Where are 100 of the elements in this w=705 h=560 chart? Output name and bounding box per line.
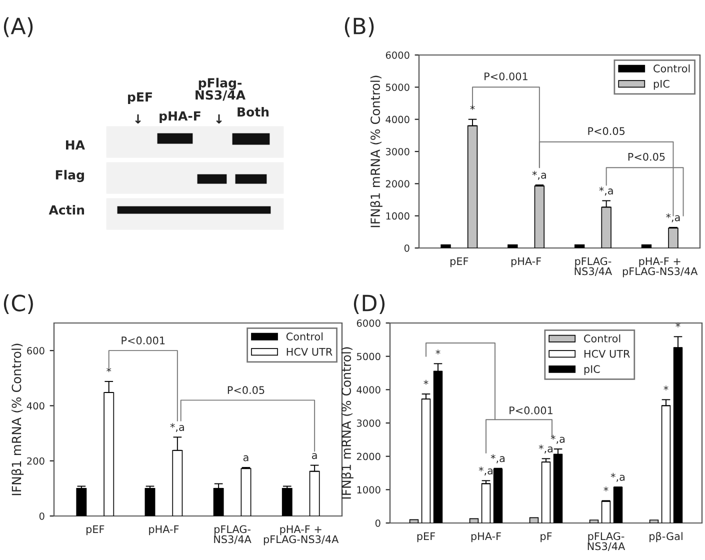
- annotation: a: [243, 455, 248, 462]
- annotation: *: [106, 367, 112, 372]
- annotation: P<0.05: [588, 127, 625, 136]
- annotation: *,a: [170, 423, 184, 432]
- text: ↓: [135, 114, 141, 124]
- y-tick-label: 5000: [386, 84, 410, 91]
- bar: [553, 454, 563, 523]
- bar: [534, 186, 545, 248]
- bar: [508, 244, 518, 248]
- bar: [601, 500, 611, 523]
- text: HA: [66, 140, 85, 150]
- annotation: *: [664, 386, 668, 390]
- x-tick-label: pEF: [450, 257, 468, 268]
- bar: [529, 517, 539, 523]
- annotation: *,a: [666, 213, 680, 222]
- text: Actin: [48, 204, 84, 215]
- text: pFlag- NS3/4A: [196, 78, 246, 101]
- chart-title: (C): [4, 294, 33, 314]
- y-tick-label: 2000: [386, 180, 410, 188]
- legend-label: HCV UTR: [286, 348, 332, 356]
- bar: [213, 488, 224, 516]
- y-tick-label: 200: [27, 457, 44, 465]
- annotation: P<0.001: [510, 406, 552, 414]
- x-tick-label: pHA-F: [511, 257, 541, 268]
- y-tick-label: 600: [27, 347, 44, 354]
- bar: [613, 486, 623, 523]
- y-tick-label: 0: [375, 519, 380, 527]
- text: Flag: [56, 170, 84, 182]
- legend-label: Control: [286, 332, 323, 340]
- y-axis-title: IFNβ1 mRNA (% Control): [341, 347, 354, 499]
- bar: [421, 398, 431, 523]
- annotation: P<0.001: [122, 336, 165, 344]
- bar: [469, 518, 479, 523]
- text: pEF: [128, 92, 152, 104]
- annotation: P<0.05: [228, 386, 264, 394]
- x-tick-label: pHA-F + pFLAG-NS3/4A: [264, 525, 339, 546]
- annotation: *,a: [478, 466, 493, 476]
- legend-label: pIC: [584, 365, 600, 376]
- bar: [240, 468, 252, 516]
- y-tick-label: 4000: [356, 386, 380, 394]
- text: pHA-F: [160, 111, 200, 124]
- annotation: *,a: [599, 186, 613, 196]
- annotation: *: [676, 322, 680, 328]
- x-tick-label: pFLAG- NS3/4A: [574, 257, 612, 276]
- x-tick-label: pEF: [86, 525, 104, 536]
- bar: [574, 244, 585, 248]
- bar: [76, 488, 87, 516]
- annotation: *: [436, 350, 440, 354]
- annotation: *,a: [610, 472, 625, 482]
- y-tick-label: 1000: [357, 486, 380, 494]
- y-axis-title: IFNβ1 mRNA (% Control): [370, 76, 382, 228]
- bar: [282, 488, 292, 516]
- annotation: *,a: [538, 444, 553, 454]
- legend-label: pIC: [654, 80, 670, 90]
- annotation: *: [604, 486, 608, 492]
- y-tick-label: 3000: [386, 148, 410, 156]
- annotation: P<0.001: [484, 72, 528, 80]
- chart-title: (D): [354, 294, 385, 314]
- legend-label: HCV UTR: [584, 350, 630, 358]
- bar: [649, 520, 659, 523]
- y-tick-label: 4000: [386, 116, 410, 124]
- text: Both: [238, 106, 269, 117]
- x-tick-label: pHA-F: [149, 525, 179, 536]
- x-tick-label: pFLAG- NS3/4A: [214, 525, 252, 544]
- x-tick-label: pHA-F: [471, 532, 501, 542]
- x-tick-label: pF: [540, 532, 552, 542]
- x-tick-label: pβ-Gal: [650, 532, 682, 542]
- annotation: *: [424, 380, 428, 385]
- annotation: *,a: [550, 434, 565, 444]
- bar: [589, 520, 599, 523]
- y-tick-label: 5000: [356, 352, 380, 360]
- x-tick-label: pFLAG- NS3/4A: [588, 532, 626, 551]
- y-tick-label: 2000: [356, 452, 380, 460]
- bar: [641, 244, 652, 248]
- bar: [409, 519, 419, 523]
- bar: [668, 228, 678, 248]
- chart-title: (B): [344, 17, 374, 38]
- annotation: *,a: [532, 170, 546, 180]
- text: ↓: [216, 114, 222, 124]
- annotation: *,a: [490, 454, 505, 464]
- x-tick-label: pHA-F + pFLAG-NS3/4A: [622, 257, 698, 278]
- x-tick-label: pEF: [417, 532, 435, 542]
- y-tick-label: 0: [39, 512, 44, 520]
- bar: [440, 244, 451, 248]
- legend-label: Control: [584, 334, 620, 342]
- legend-label: Control: [654, 64, 690, 72]
- bar: [541, 462, 551, 523]
- bar: [144, 488, 156, 516]
- y-tick-label: 400: [26, 402, 44, 410]
- bar: [493, 468, 503, 523]
- annotation: *: [470, 105, 475, 110]
- text: (A): [4, 17, 33, 38]
- y-tick-label: 6000: [386, 51, 410, 59]
- annotation: a: [312, 453, 317, 460]
- annotation: P<0.05: [628, 152, 665, 161]
- bar: [481, 483, 491, 523]
- y-tick-label: 0: [404, 244, 410, 252]
- y-axis-title: IFNβ1 mRNA (% Control): [11, 344, 24, 496]
- y-tick-label: 6000: [356, 319, 380, 327]
- y-tick-label: 3000: [356, 419, 380, 427]
